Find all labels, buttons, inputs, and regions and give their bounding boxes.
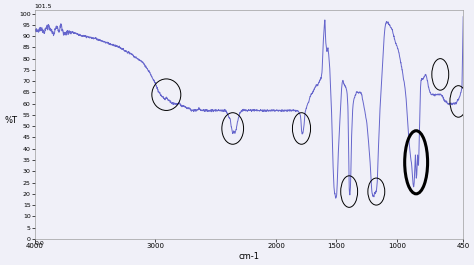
Y-axis label: %T: %T: [4, 116, 17, 125]
X-axis label: cm-1: cm-1: [238, 252, 259, 261]
Text: 101.5: 101.5: [35, 4, 52, 9]
Text: 0.0: 0.0: [35, 241, 45, 246]
